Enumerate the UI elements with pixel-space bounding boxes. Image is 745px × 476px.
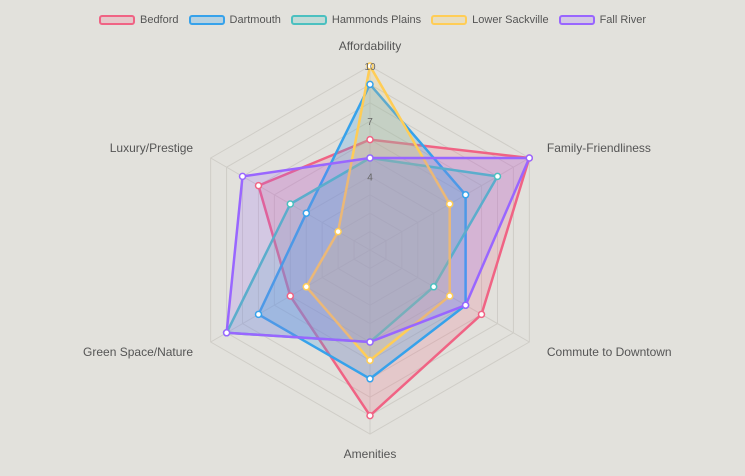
legend: Bedford Dartmouth Hammonds Plains Lower Sac… bbox=[0, 14, 745, 26]
axis-label: Affordability bbox=[339, 39, 401, 53]
data-point bbox=[429, 283, 438, 291]
data-point bbox=[334, 227, 342, 236]
tick-label: 10 bbox=[364, 62, 376, 73]
data-point bbox=[461, 191, 470, 199]
axis-label: Green Space/Nature bbox=[83, 345, 193, 359]
axis-label: Commute to Downtown bbox=[547, 345, 672, 359]
data-point bbox=[493, 172, 502, 181]
legend-item[interactable]: Bedford bbox=[98, 14, 179, 26]
legend-swatch bbox=[188, 15, 225, 25]
data-point bbox=[366, 375, 374, 383]
legend-swatch bbox=[558, 15, 595, 25]
legend-item[interactable]: Dartmouth bbox=[188, 14, 281, 26]
data-point bbox=[366, 338, 374, 346]
data-point bbox=[445, 292, 454, 300]
legend-label: Dartmouth bbox=[229, 14, 281, 26]
data-point bbox=[366, 80, 374, 89]
legend-item[interactable]: Hammonds Plains bbox=[290, 14, 422, 26]
legend-swatch bbox=[290, 15, 327, 25]
data-point bbox=[366, 356, 374, 365]
data-point bbox=[461, 301, 470, 309]
legend-label: Bedford bbox=[139, 14, 179, 26]
data-point bbox=[286, 292, 295, 300]
axis-label: Luxury/Prestige bbox=[110, 141, 194, 155]
data-point bbox=[366, 411, 374, 420]
axis-label: Amenities bbox=[344, 447, 397, 461]
legend-label: Fall River bbox=[599, 14, 647, 26]
legend-item[interactable]: Lower Sackville bbox=[431, 14, 549, 26]
data-point bbox=[302, 209, 311, 217]
tick-label: 4 bbox=[367, 172, 373, 183]
data-point bbox=[286, 200, 295, 208]
legend-label: Lower Sackville bbox=[472, 14, 549, 26]
legend-label: Hammonds Plains bbox=[331, 14, 422, 26]
axis-label: Family-Friendliness bbox=[547, 141, 651, 155]
data-point bbox=[445, 200, 454, 208]
data-point bbox=[254, 181, 263, 190]
data-point bbox=[366, 62, 374, 70]
data-point bbox=[254, 310, 263, 319]
data-point bbox=[477, 310, 486, 319]
legend-swatch bbox=[98, 15, 135, 25]
data-point bbox=[366, 135, 374, 144]
data-point bbox=[366, 154, 374, 162]
legend-swatch bbox=[431, 15, 468, 25]
data-point bbox=[222, 329, 231, 337]
tick-label: 7 bbox=[367, 117, 373, 128]
data-point bbox=[302, 283, 311, 291]
legend-item[interactable]: Fall River bbox=[558, 14, 647, 26]
data-point bbox=[525, 154, 534, 162]
data-point bbox=[238, 172, 247, 181]
